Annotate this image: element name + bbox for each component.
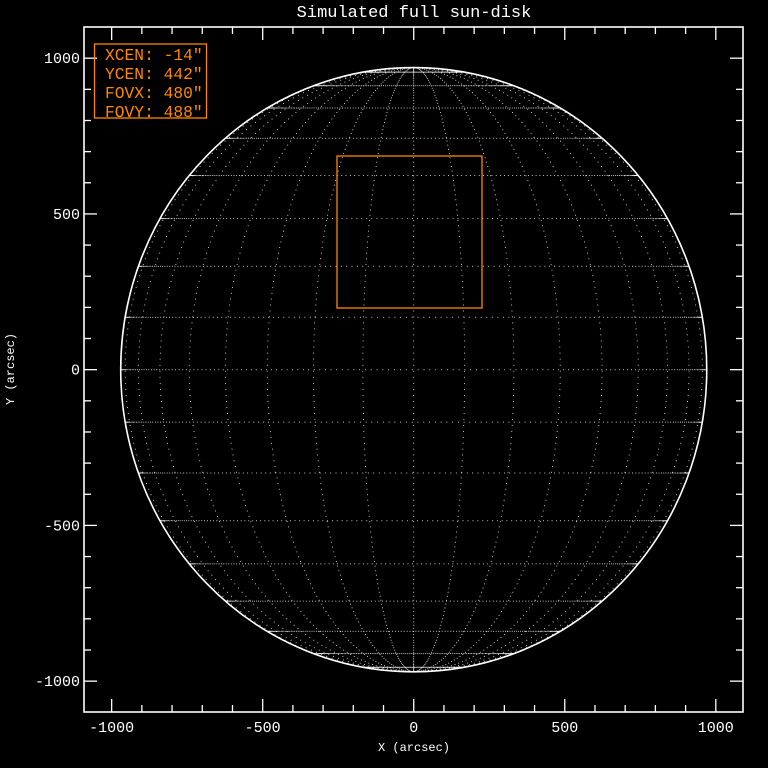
svg-text:-1000: -1000 xyxy=(89,720,134,737)
svg-text:1000: 1000 xyxy=(698,720,734,737)
svg-text:500: 500 xyxy=(53,207,80,224)
svg-text:-1000: -1000 xyxy=(35,674,80,691)
svg-text:0: 0 xyxy=(71,363,80,380)
svg-text:XCEN: -14": XCEN: -14" xyxy=(105,46,203,65)
svg-text:FOVX: 480": FOVX: 480" xyxy=(105,84,203,103)
svg-text:0: 0 xyxy=(409,720,418,737)
svg-text:Y (arcsec): Y (arcsec) xyxy=(4,333,18,405)
svg-text:Simulated full sun-disk: Simulated full sun-disk xyxy=(297,4,532,23)
svg-text:-500: -500 xyxy=(44,518,80,535)
svg-text:YCEN: 442": YCEN: 442" xyxy=(105,65,203,84)
svg-text:X (arcsec): X (arcsec) xyxy=(378,741,450,755)
svg-text:1000: 1000 xyxy=(44,51,80,68)
svg-text:-500: -500 xyxy=(245,720,281,737)
svg-text:FOVY: 488": FOVY: 488" xyxy=(105,103,203,122)
svg-text:500: 500 xyxy=(551,720,578,737)
